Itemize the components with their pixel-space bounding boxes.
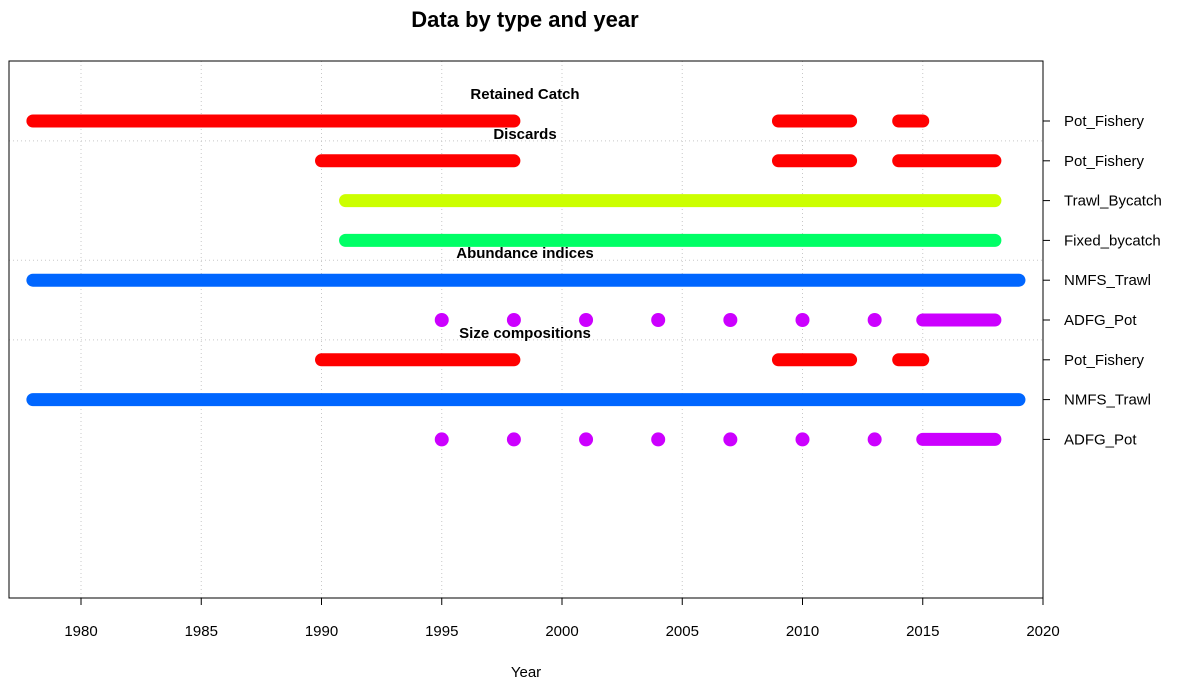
row-label: NMFS_Trawl — [1064, 392, 1151, 409]
y-axis-right: Pot_Fishery Pot_Fishery Trawl_Bycatch Fixed… — [1043, 113, 1162, 448]
row-label: Fixed_bycatch — [1064, 232, 1161, 249]
row-label: Pot_Fishery — [1064, 113, 1145, 130]
x-axis-label: Year — [511, 664, 541, 681]
data-layer — [26, 114, 1026, 447]
group-label: Discards — [493, 126, 556, 143]
x-tick-label: 2015 — [906, 623, 939, 640]
data-point — [723, 313, 738, 327]
chart-title: Data by type and year — [411, 7, 639, 32]
data-point — [723, 432, 738, 447]
data-point — [651, 313, 666, 327]
x-tick-label: 2005 — [666, 623, 699, 640]
data-point — [506, 432, 521, 447]
x-tick-label: 2000 — [545, 623, 578, 640]
x-tick-label: 1990 — [305, 623, 338, 640]
x-tick-label: 1995 — [425, 623, 458, 640]
group-labels: Retained Catch Discards Abundance indices S… — [456, 86, 594, 342]
data-point — [795, 432, 810, 447]
data-point — [867, 313, 882, 327]
row-label: Pot_Fishery — [1064, 352, 1145, 369]
x-tick-label: 1985 — [185, 623, 218, 640]
row-label: ADFG_Pot — [1064, 312, 1137, 329]
row-label: NMFS_Trawl — [1064, 272, 1151, 289]
data-point — [434, 313, 449, 327]
x-tick-label: 2010 — [786, 623, 819, 640]
row-label: ADFG_Pot — [1064, 431, 1137, 448]
data-point — [795, 313, 810, 327]
row-label: Trawl_Bycatch — [1064, 193, 1162, 210]
grid-layer — [9, 61, 1043, 598]
data-point — [651, 432, 666, 447]
data-point — [434, 432, 449, 447]
data-point — [579, 313, 594, 327]
x-axis: 1980 1985 1990 1995 2000 2005 2010 2015 2020 — [64, 598, 1060, 640]
x-tick-label: 2020 — [1026, 623, 1059, 640]
data-point — [867, 432, 882, 447]
plot-frame — [8, 60, 1044, 599]
group-label: Size compositions — [459, 325, 591, 342]
row-label: Pot_Fishery — [1064, 153, 1145, 170]
data-point — [506, 313, 521, 327]
data-point — [579, 432, 594, 447]
group-label: Retained Catch — [470, 86, 579, 103]
x-tick-label: 1980 — [64, 623, 97, 640]
group-label: Abundance indices — [456, 245, 594, 262]
